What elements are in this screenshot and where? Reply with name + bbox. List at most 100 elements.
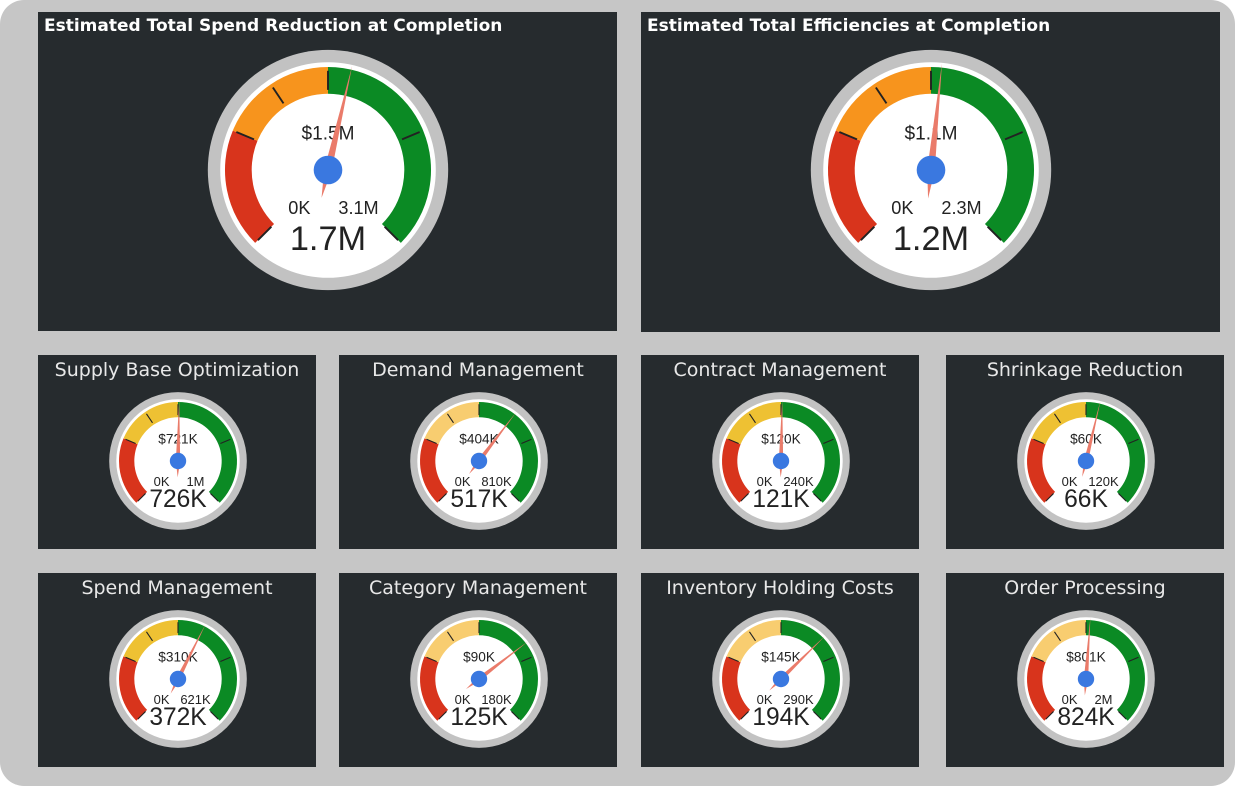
gauge-band-green (479, 402, 538, 503)
gauge-band-green (1086, 620, 1145, 721)
gauge-min-label: 0K (891, 198, 913, 218)
gauge-panel-spend-reduction: Estimated Total Spend Reduction at Compl… (38, 12, 617, 331)
gauge: $721K0K1M726K (109, 392, 247, 530)
gauge-target-label: $60K (1070, 432, 1102, 447)
gauge-tick (875, 86, 888, 104)
gauge-min-label: 0K (1062, 474, 1078, 489)
gauge-tick (446, 631, 454, 642)
gauge-tick (426, 438, 437, 444)
gauge-band-mid (232, 66, 328, 141)
gauge-min-label: 0K (1062, 692, 1078, 707)
gauge-band-red (119, 656, 148, 721)
gauge-panel-category-management: Category Management $90K 0K 180K 125K (339, 573, 617, 767)
gauge-needle-hub (313, 155, 343, 185)
gauge-max-label: 1M (186, 474, 204, 489)
gauge-tick (145, 413, 153, 424)
panel-title: Order Processing (1004, 577, 1166, 599)
gauge-band-red (722, 656, 751, 721)
gauge-tick (813, 493, 822, 502)
gauge-band-green (178, 620, 237, 721)
gauge-tick (1045, 493, 1054, 502)
gauge-band-red (119, 438, 148, 503)
panel-title: Demand Management (372, 359, 584, 381)
gauge-tick (521, 438, 532, 444)
gauge-tick (272, 86, 285, 104)
gauge-band-red (420, 656, 449, 721)
gauge-band-green (781, 620, 840, 721)
gauge-min-label: 0K (455, 474, 471, 489)
gauge-min-label: 0K (455, 692, 471, 707)
gauge-value-label: 121K (752, 486, 810, 513)
gauge-max-label: 180K (481, 692, 512, 707)
gauge-band-mid (424, 620, 479, 663)
gauge-min-label: 0K (757, 692, 773, 707)
gauge-needle-hub (1077, 452, 1095, 470)
gauge-value-label: 517K (450, 486, 508, 513)
gauge-min-label: 0K (154, 474, 170, 489)
gauge-tick (986, 225, 1002, 241)
gauge-tick (125, 438, 136, 444)
gauge-target-label: $404K (459, 432, 498, 447)
gauge-tick (1128, 438, 1139, 444)
gauge-max-label: 120K (1088, 474, 1119, 489)
gauge-tick (383, 225, 399, 241)
gauge-tick (823, 438, 834, 444)
gauge-tick (823, 656, 834, 662)
gauge-panel-supply-base-optimization: Supply Base Optimization $721K0K1M726K (38, 355, 316, 549)
gauge-tick (1004, 131, 1024, 141)
gauge-value-label: 824K (1057, 704, 1115, 731)
gauge-value-label: 66K (1064, 486, 1108, 513)
gauge-tick (521, 656, 532, 662)
gauge-tick (748, 631, 756, 642)
gauge-tick (1045, 711, 1054, 720)
gauge-tick (1118, 711, 1127, 720)
gauge-tick (257, 225, 273, 241)
gauge: $1.1M 0K 2.3M1.2M (810, 49, 1052, 291)
gauge-band-red (1027, 656, 1056, 721)
gauge-needle-hub (470, 452, 488, 470)
gauge-band-red (722, 438, 751, 503)
gauge-band-green (178, 402, 237, 503)
gauge-panel-inventory-holding-costs: Inventory Holding Costs $145K 0K 290K 194K (641, 573, 919, 767)
gauge-tick (438, 711, 447, 720)
gauge-tick (740, 711, 749, 720)
gauge-tick (511, 493, 520, 502)
gauge-value-label: 726K (149, 486, 207, 513)
gauge-tick (1033, 656, 1044, 662)
gauge-needle-hub (772, 452, 790, 470)
gauge-tick (1118, 493, 1127, 502)
gauge-tick (838, 131, 858, 141)
gauge-max-label: 290K (783, 692, 814, 707)
gauge-target-label: $1.1M (905, 123, 958, 144)
gauge-band-mid (123, 620, 178, 663)
gauge-tick (125, 656, 136, 662)
gauge-tick (137, 711, 146, 720)
gauge-panel-contract-management: Contract Management $120K0K240K121K (641, 355, 919, 549)
gauge-band-green (781, 402, 840, 503)
gauge-band-red (224, 130, 275, 243)
panel-title: Inventory Holding Costs (666, 577, 894, 599)
gauge-band-red (1027, 438, 1056, 503)
gauge-tick (446, 413, 454, 424)
panel-title: Shrinkage Reduction (986, 359, 1184, 381)
gauge-band-mid (123, 402, 178, 445)
gauge-value-label: 1.2M (893, 220, 969, 258)
gauge-band-mid (1031, 620, 1086, 663)
gauge-tick (1053, 631, 1061, 642)
gauge-band-mid (726, 620, 781, 663)
gauge-target-label: $1.5M (302, 123, 355, 144)
gauge: $1.5M 0K 3.1M1.7M (207, 49, 449, 291)
gauge-max-label: 240K (783, 474, 814, 489)
panel-title: Spend Management (81, 577, 273, 599)
gauge-tick (438, 493, 447, 502)
gauge-target-label: $801K (1066, 650, 1105, 665)
gauge-panel-demand-management: Demand Management $404K 0K 810K 517K (339, 355, 617, 549)
gauge-value-label: 1.7M (290, 220, 366, 258)
gauge-max-label: 621K (180, 692, 211, 707)
gauge-needle-hub (169, 670, 187, 688)
gauge-tick (740, 493, 749, 502)
gauge-needle-hub (772, 670, 790, 688)
